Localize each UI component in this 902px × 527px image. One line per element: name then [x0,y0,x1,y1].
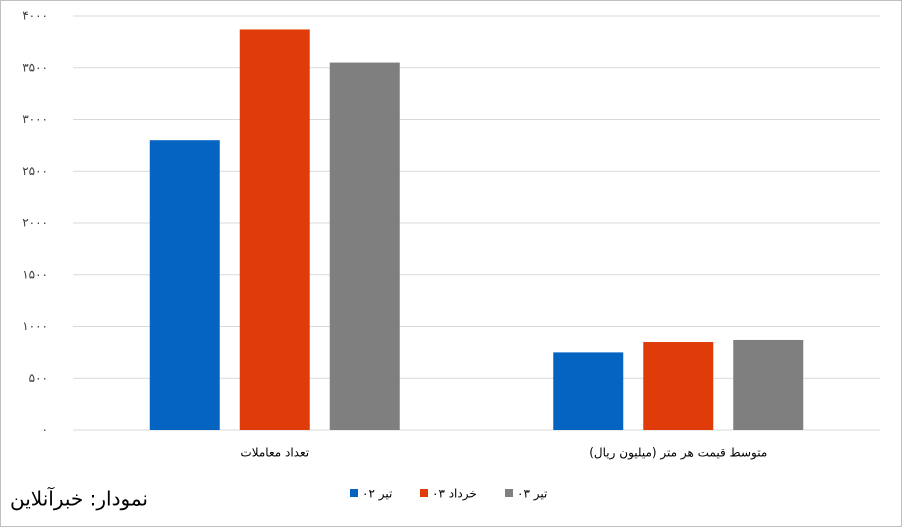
y-tick-label: ۱۵۰۰ [22,267,48,281]
legend-swatch [420,489,428,497]
y-tick-label: ۳۰۰۰ [22,112,48,126]
y-tick-label: ۳۵۰۰ [22,60,48,74]
y-tick-label: ۰ [42,423,48,437]
legend-swatch [505,489,513,497]
source-note: نمودار: خبرآنلاین [10,486,148,511]
bar [553,352,624,430]
bar [239,29,310,431]
x-tick-label: متوسط قیمت هر متر (میلیون ریال) [589,446,767,461]
legend-label: تیر ۰۲ [362,487,392,502]
y-tick-label: ۱۰۰۰ [22,319,48,333]
y-tick-label: ۵۰۰ [29,371,48,385]
bar [149,140,220,430]
y-tick-label: ۲۵۰۰ [22,164,48,178]
legend-label: خرداد ۰۳ [432,487,477,502]
bar [643,342,714,430]
legend-swatch [350,489,358,497]
y-tick-label: ۲۰۰۰ [22,216,48,230]
bar [329,62,400,430]
legend-label: تیر ۰۳ [517,487,547,502]
y-tick-label: ۴۰۰۰ [22,9,48,23]
bar [733,339,804,430]
x-tick-label: تعداد معاملات [240,446,309,460]
